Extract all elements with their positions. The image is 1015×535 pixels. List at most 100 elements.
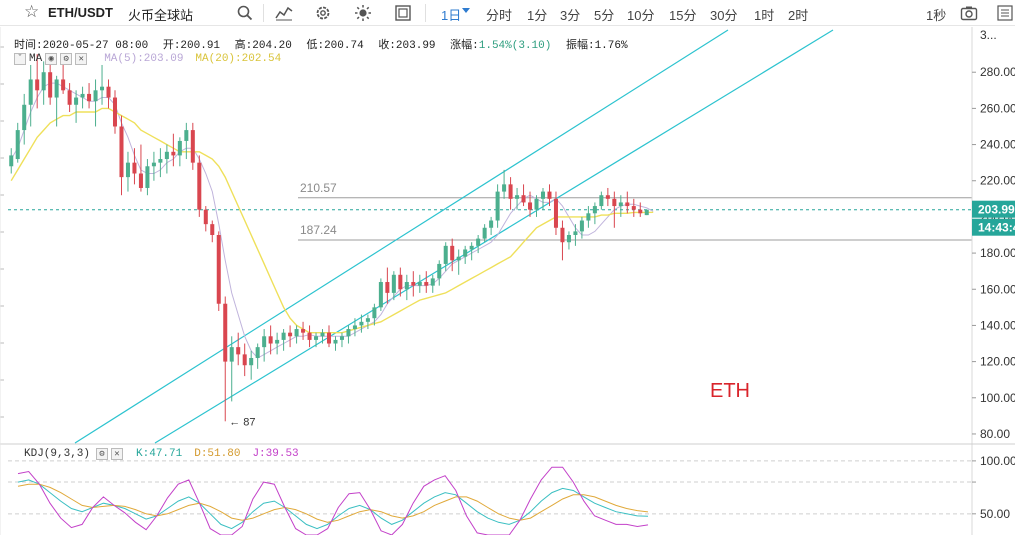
candle-body <box>579 220 584 232</box>
candle-body <box>528 202 533 210</box>
candle-body <box>106 86 111 98</box>
kdj-d-line <box>17 483 649 523</box>
candle-body <box>365 318 370 322</box>
candle-body <box>268 336 273 344</box>
candle-body <box>307 332 312 340</box>
interval-2h[interactable]: 2时 <box>788 8 809 23</box>
symbol-name[interactable]: ETH/USDT <box>48 5 113 20</box>
candle-body <box>612 198 617 207</box>
ohlc-legend: 时间:2020-05-27 08:00 开:200.91 高:204.20 低:… <box>14 36 636 52</box>
kdj-k-value: K:47.71 <box>136 448 183 460</box>
eye-icon[interactable]: ◉ <box>45 53 58 65</box>
candle-body <box>294 329 299 337</box>
chevron-down-icon[interactable] <box>462 8 470 13</box>
candle-body <box>424 282 429 286</box>
interval-3m[interactable]: 3分 <box>560 8 581 23</box>
candle-body <box>476 238 481 246</box>
candle-body <box>430 278 435 286</box>
candle-body <box>631 206 636 210</box>
interval-timeline[interactable]: 分时 <box>486 8 513 23</box>
candle-body <box>391 274 396 293</box>
interval-1h[interactable]: 1时 <box>754 8 775 23</box>
interval-15m[interactable]: 15分 <box>669 8 697 23</box>
price-chart[interactable]: 210.57 187.24 ← 87 80.00 100.00 120.00 140.0… <box>0 27 1015 535</box>
candle-body <box>586 213 591 221</box>
interval-1m[interactable]: 1分 <box>527 8 548 23</box>
candle-body <box>521 195 526 203</box>
exchange-name: 火币全球站 <box>128 8 194 23</box>
candle-body <box>508 184 513 199</box>
candle-body <box>385 282 390 293</box>
candle-body <box>450 245 455 261</box>
candle-body <box>242 354 247 366</box>
candle-body <box>301 329 306 333</box>
y-tick-label: 140.00 <box>980 318 1015 332</box>
ma-settings-icon[interactable]: ⚙ <box>60 53 73 65</box>
y-tick-label: 120.00 <box>980 355 1015 369</box>
ma-close-icon[interactable]: ✕ <box>75 53 88 65</box>
toolbar-divider <box>263 4 264 22</box>
y-tick-label: 260.00 <box>980 101 1015 115</box>
candle-body <box>125 162 130 178</box>
candle-body <box>48 72 53 98</box>
fullscreen-icon[interactable] <box>394 4 412 22</box>
collapse-icon[interactable]: ˇ <box>14 53 26 65</box>
candle-body <box>352 325 357 330</box>
candle-body <box>54 79 59 98</box>
interval-30m[interactable]: 30分 <box>710 8 738 23</box>
more-icon[interactable] <box>996 4 1014 22</box>
candle-body <box>28 79 33 105</box>
candle-body <box>87 93 92 102</box>
candle-body <box>534 198 539 210</box>
legend-amplitude: 振幅:1.76% <box>565 40 628 52</box>
y-tick-label: 100.00 <box>980 391 1015 405</box>
candle-body <box>119 126 124 178</box>
refresh-interval-label[interactable]: 1秒 <box>926 8 947 23</box>
kdj-close-icon[interactable]: ✕ <box>111 448 124 460</box>
candle-body <box>605 195 610 199</box>
kdj-j-value: J:39.53 <box>252 448 299 460</box>
interval-1d[interactable]: 1日 <box>441 8 462 23</box>
candle-body <box>171 151 176 156</box>
legend-open: 开:200.91 <box>162 40 221 52</box>
candle-body <box>411 282 416 286</box>
star-icon[interactable]: ☆ <box>24 2 40 21</box>
candle-body <box>644 209 649 216</box>
last-price-label: 203.99 <box>978 203 1015 217</box>
min-price-marker: ← 87 <box>229 416 255 428</box>
candle-body <box>216 235 221 304</box>
candle-body <box>553 198 558 228</box>
horizontal-level-label: 210.57 <box>300 181 337 195</box>
theme-icon[interactable] <box>354 4 372 22</box>
candle-body <box>281 332 286 340</box>
kdj-j-line <box>17 466 649 535</box>
ma-prefix: MA <box>29 53 43 65</box>
candle-body <box>288 332 293 337</box>
search-icon[interactable] <box>236 4 254 22</box>
candle-body <box>469 245 474 250</box>
candle-body <box>398 274 403 290</box>
legend-close: 收:203.99 <box>378 40 436 52</box>
candle-body <box>74 97 79 105</box>
candle-body <box>482 227 487 239</box>
indicator-icon[interactable] <box>275 4 293 22</box>
candle-body <box>184 130 189 141</box>
kdj-title: KDJ(9,3,3) <box>24 448 91 460</box>
candle-body <box>35 79 40 91</box>
candle-body <box>164 151 169 160</box>
interval-5m[interactable]: 5分 <box>594 8 615 23</box>
candle-body <box>262 336 267 348</box>
candle-body <box>463 249 468 257</box>
kdj-k-line <box>17 479 649 530</box>
channel-line-upper <box>74 29 729 444</box>
kdj-d-value: D:51.80 <box>194 448 241 460</box>
settings-icon[interactable] <box>314 4 332 22</box>
interval-10m[interactable]: 10分 <box>627 8 655 23</box>
y-tick-label: 3... <box>980 28 997 42</box>
candle-body <box>229 347 234 362</box>
candle-body <box>540 191 546 199</box>
kdj-settings-icon[interactable]: ⚙ <box>96 448 109 460</box>
camera-icon[interactable] <box>960 4 978 22</box>
candle-body <box>547 191 552 199</box>
candle-body <box>203 209 208 225</box>
